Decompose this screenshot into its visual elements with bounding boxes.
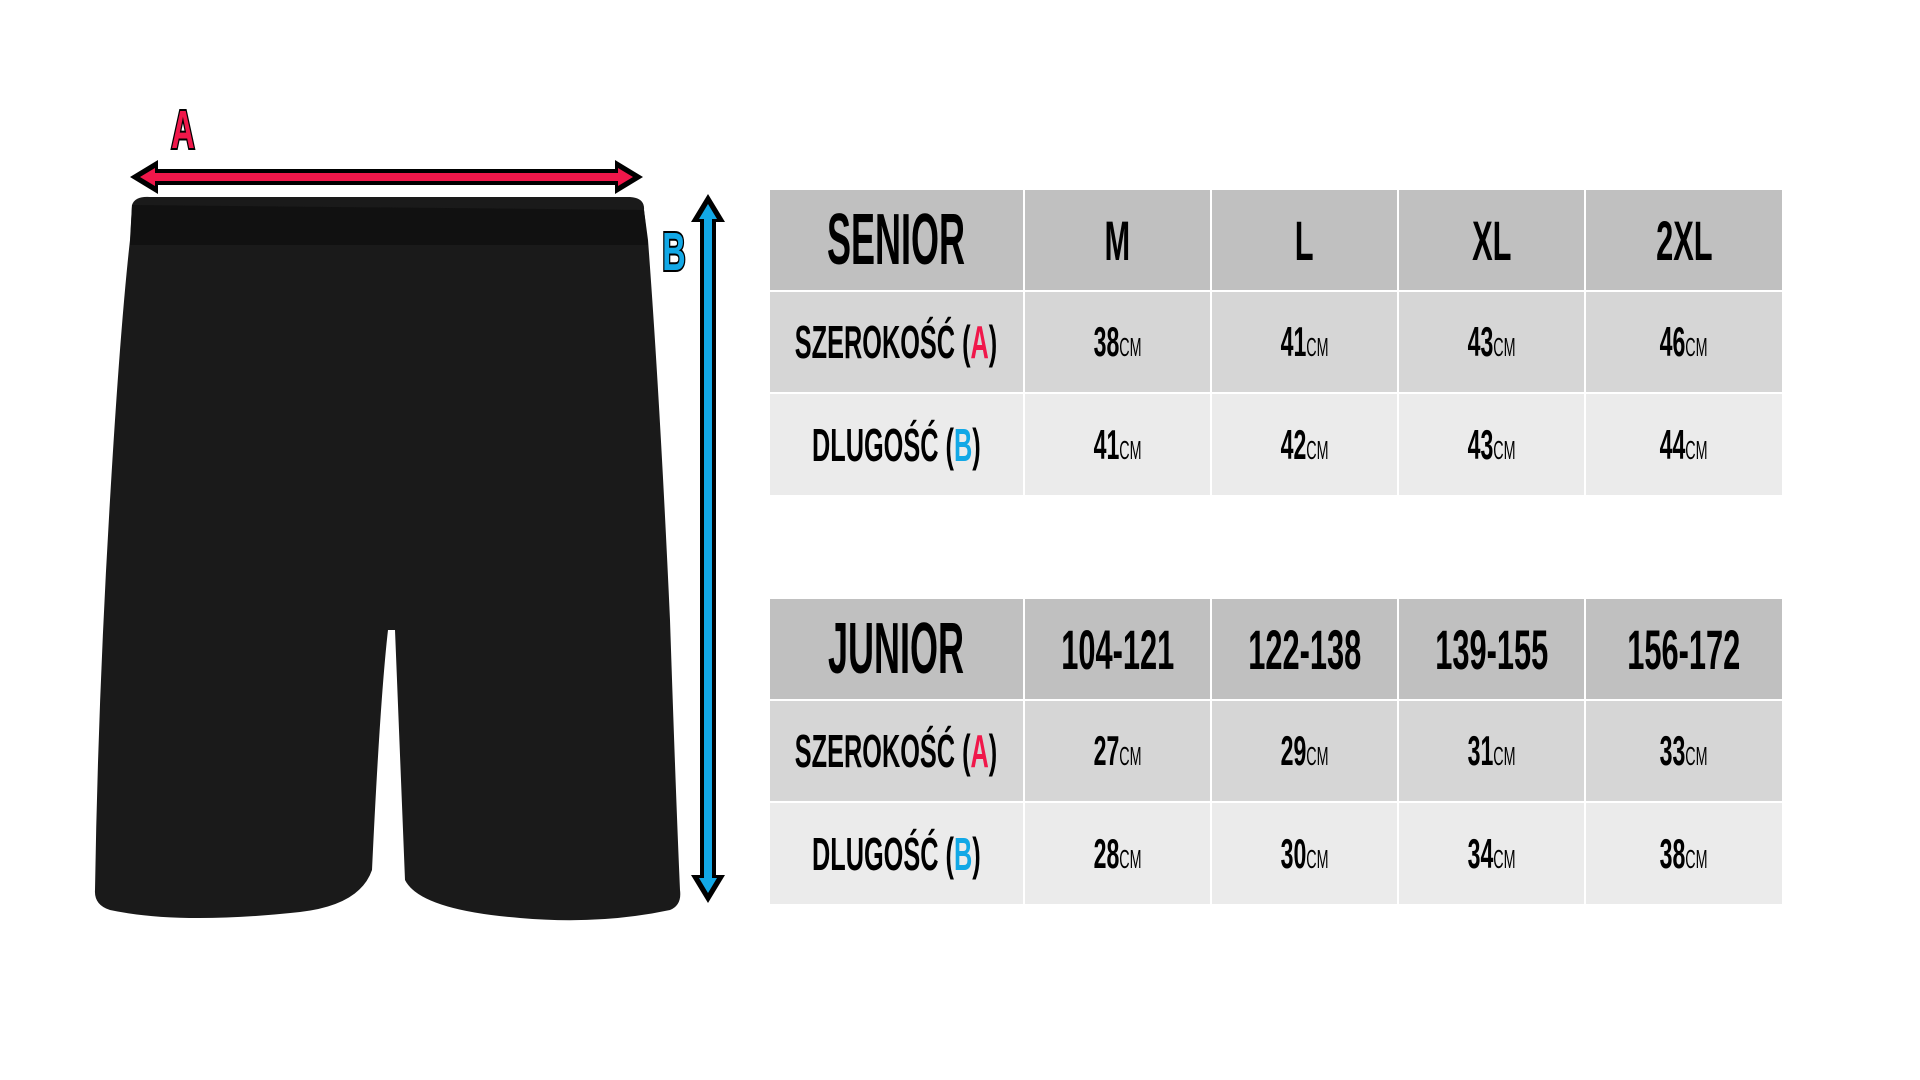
waistband (130, 205, 648, 245)
size-header: 122-138 (1212, 599, 1397, 699)
row-label: DLUGOŚĆ (B) (770, 394, 1023, 495)
size-header: L (1212, 190, 1397, 290)
size-header: M (1025, 190, 1210, 290)
value-cell: 43CM (1399, 292, 1584, 392)
row-label: DLUGOŚĆ (B) (770, 803, 1023, 904)
value-cell: 34CM (1399, 803, 1584, 904)
size-header: XL (1399, 190, 1584, 290)
value-cell: 41CM (1025, 394, 1210, 495)
value-cell: 43CM (1399, 394, 1584, 495)
senior-size-table: SENIOR M L XL 2XL SZEROKOŚĆ (A) 38CM 41C… (770, 190, 1782, 495)
label-a: A (171, 101, 194, 160)
row-label: SZEROKOŚĆ (A) (770, 292, 1023, 392)
size-header: 2XL (1586, 190, 1782, 290)
value-cell: 38CM (1586, 803, 1782, 904)
arrow-b (691, 194, 725, 903)
value-cell: 33CM (1586, 701, 1782, 801)
value-cell: 42CM (1212, 394, 1397, 495)
table-title: SENIOR (770, 190, 1023, 290)
value-cell: 44CM (1586, 394, 1782, 495)
size-header: 104-121 (1025, 599, 1210, 699)
value-cell: 46CM (1586, 292, 1782, 392)
value-cell: 41CM (1212, 292, 1397, 392)
value-cell: 31CM (1399, 701, 1584, 801)
label-b: B (662, 223, 685, 282)
value-cell: 29CM (1212, 701, 1397, 801)
value-cell: 27CM (1025, 701, 1210, 801)
value-cell: 38CM (1025, 292, 1210, 392)
junior-size-table: JUNIOR 104-121 122-138 139-155 156-172 S… (770, 599, 1782, 904)
value-cell: 28CM (1025, 803, 1210, 904)
arrow-a (130, 160, 643, 194)
value-cell: 30CM (1212, 803, 1397, 904)
shorts-illustration (94, 196, 681, 921)
size-header: 156-172 (1586, 599, 1782, 699)
size-header: 139-155 (1399, 599, 1584, 699)
row-label: SZEROKOŚĆ (A) (770, 701, 1023, 801)
table-title: JUNIOR (770, 599, 1023, 699)
